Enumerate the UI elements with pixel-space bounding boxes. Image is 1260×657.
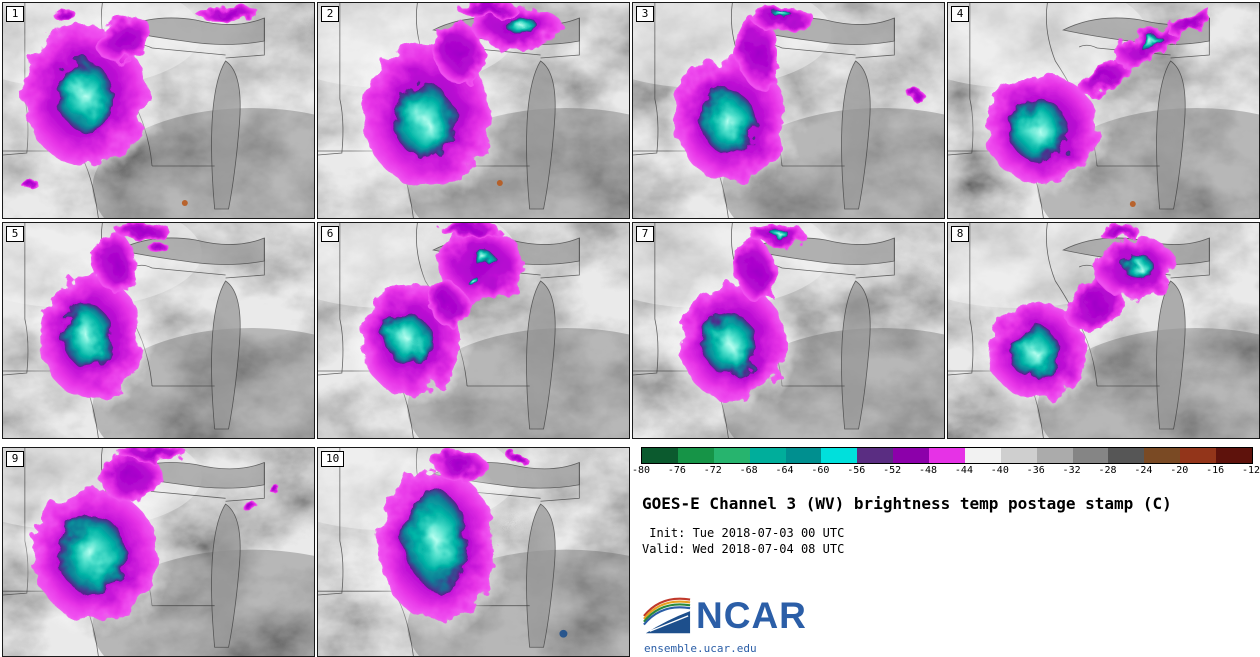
colorbar-tick-label: -80 xyxy=(631,465,651,476)
colorbar-tick-label: -44 xyxy=(954,465,973,476)
member-panel-7: 7 xyxy=(632,222,945,439)
colorbar-segment xyxy=(893,448,929,463)
member-panel-4: 4 xyxy=(947,2,1260,219)
colorbar-tick-label: -12 xyxy=(1241,465,1260,476)
colorbar-segment xyxy=(1216,448,1252,463)
wv-map-9 xyxy=(3,448,314,656)
colorbar-tick-label: -40 xyxy=(990,465,1009,476)
wv-map-10 xyxy=(318,448,629,656)
colorbar-segment xyxy=(677,448,714,463)
wv-map-6 xyxy=(318,223,629,438)
wv-map-image xyxy=(318,448,629,656)
ncar-logo: NCAR xyxy=(642,590,807,636)
colorbar-segment xyxy=(929,448,965,463)
colorbar-tick-label: -72 xyxy=(703,465,722,476)
colorbar-tick-label: -48 xyxy=(919,465,938,476)
colorbar-segment xyxy=(1180,448,1216,463)
ncar-logo-icon xyxy=(642,590,692,636)
figure-title: GOES-E Channel 3 (WV) brightness temp po… xyxy=(642,494,1172,513)
colorbar-segment xyxy=(1000,448,1037,463)
colorbar-tick-label: -52 xyxy=(883,465,902,476)
ensemble-site-link[interactable]: ensemble.ucar.edu xyxy=(644,642,757,655)
colorbar xyxy=(641,447,1253,464)
member-number-badge: 5 xyxy=(6,226,24,242)
colorbar-segment xyxy=(642,448,678,463)
legend-area: -80 -76 -72 -68 -64 -60 -56 -52 -48 -44 -40 -36 -32 -… xyxy=(632,440,1260,657)
colorbar-segment xyxy=(749,448,786,463)
wv-map-image xyxy=(948,223,1259,438)
member-number-badge: 7 xyxy=(636,226,654,242)
ncar-logo-text: NCAR xyxy=(696,595,807,636)
init-time: Init: Tue 2018-07-03 00 UTC xyxy=(642,526,845,540)
member-panel-1: 1 xyxy=(2,2,315,219)
wv-map-2 xyxy=(318,3,629,218)
member-panel-9: 9 xyxy=(2,447,315,657)
colorbar-tick-label: -36 xyxy=(1026,465,1045,476)
wv-map-5 xyxy=(3,223,314,438)
wv-map-4 xyxy=(948,3,1259,218)
colorbar-tick-label: -60 xyxy=(811,465,830,476)
wv-map-1 xyxy=(3,3,314,218)
colorbar-segment xyxy=(1036,448,1073,463)
member-number-badge: 4 xyxy=(951,6,969,22)
wv-map-image xyxy=(3,3,314,218)
colorbar-segment xyxy=(1108,448,1145,463)
colorbar-segment xyxy=(713,448,750,463)
member-panel-5: 5 xyxy=(2,222,315,439)
wv-map-image xyxy=(3,223,314,438)
colorbar-tick-label: -24 xyxy=(1134,465,1153,476)
wv-map-7 xyxy=(633,223,944,438)
member-number-badge: 9 xyxy=(6,451,24,467)
colorbar-tick-label: -76 xyxy=(667,465,686,476)
colorbar-segment xyxy=(821,448,858,463)
colorbar-tick-label: -68 xyxy=(739,465,758,476)
member-number-badge: 1 xyxy=(6,6,24,22)
wv-map-3 xyxy=(633,3,944,218)
member-number-badge: 8 xyxy=(951,226,969,242)
valid-time: Valid: Wed 2018-07-04 08 UTC xyxy=(642,542,845,556)
colorbar-segment xyxy=(1144,448,1181,463)
colorbar-tick-label: -32 xyxy=(1062,465,1081,476)
member-number-badge: 6 xyxy=(321,226,339,242)
colorbar-segment xyxy=(964,448,1001,463)
member-number-badge: 3 xyxy=(636,6,654,22)
colorbar-tick-label: -20 xyxy=(1170,465,1189,476)
member-panel-6: 6 xyxy=(317,222,630,439)
wv-map-image xyxy=(3,448,314,656)
wv-map-image xyxy=(318,3,629,218)
colorbar-tick-label: -16 xyxy=(1206,465,1225,476)
colorbar-tick-label: -56 xyxy=(847,465,866,476)
member-panel-3: 3 xyxy=(632,2,945,219)
wv-map-8 xyxy=(948,223,1259,438)
colorbar-segment xyxy=(1072,448,1109,463)
member-panel-10: 10 xyxy=(317,447,630,657)
member-panel-8: 8 xyxy=(947,222,1260,439)
wv-map-image xyxy=(318,223,629,438)
colorbar-tick-label: -28 xyxy=(1098,465,1117,476)
member-panel-2: 2 xyxy=(317,2,630,219)
colorbar-ticks: -80 -76 -72 -68 -64 -60 -56 -52 -48 -44 -40 -36 -32 -… xyxy=(632,465,1260,478)
wv-map-image xyxy=(948,3,1259,218)
wv-map-image xyxy=(633,223,944,438)
colorbar-segment xyxy=(857,448,894,463)
wv-map-image xyxy=(633,3,944,218)
colorbar-segment xyxy=(785,448,822,463)
member-number-badge: 2 xyxy=(321,6,339,22)
member-number-badge: 10 xyxy=(321,451,345,467)
colorbar-tick-label: -64 xyxy=(775,465,794,476)
